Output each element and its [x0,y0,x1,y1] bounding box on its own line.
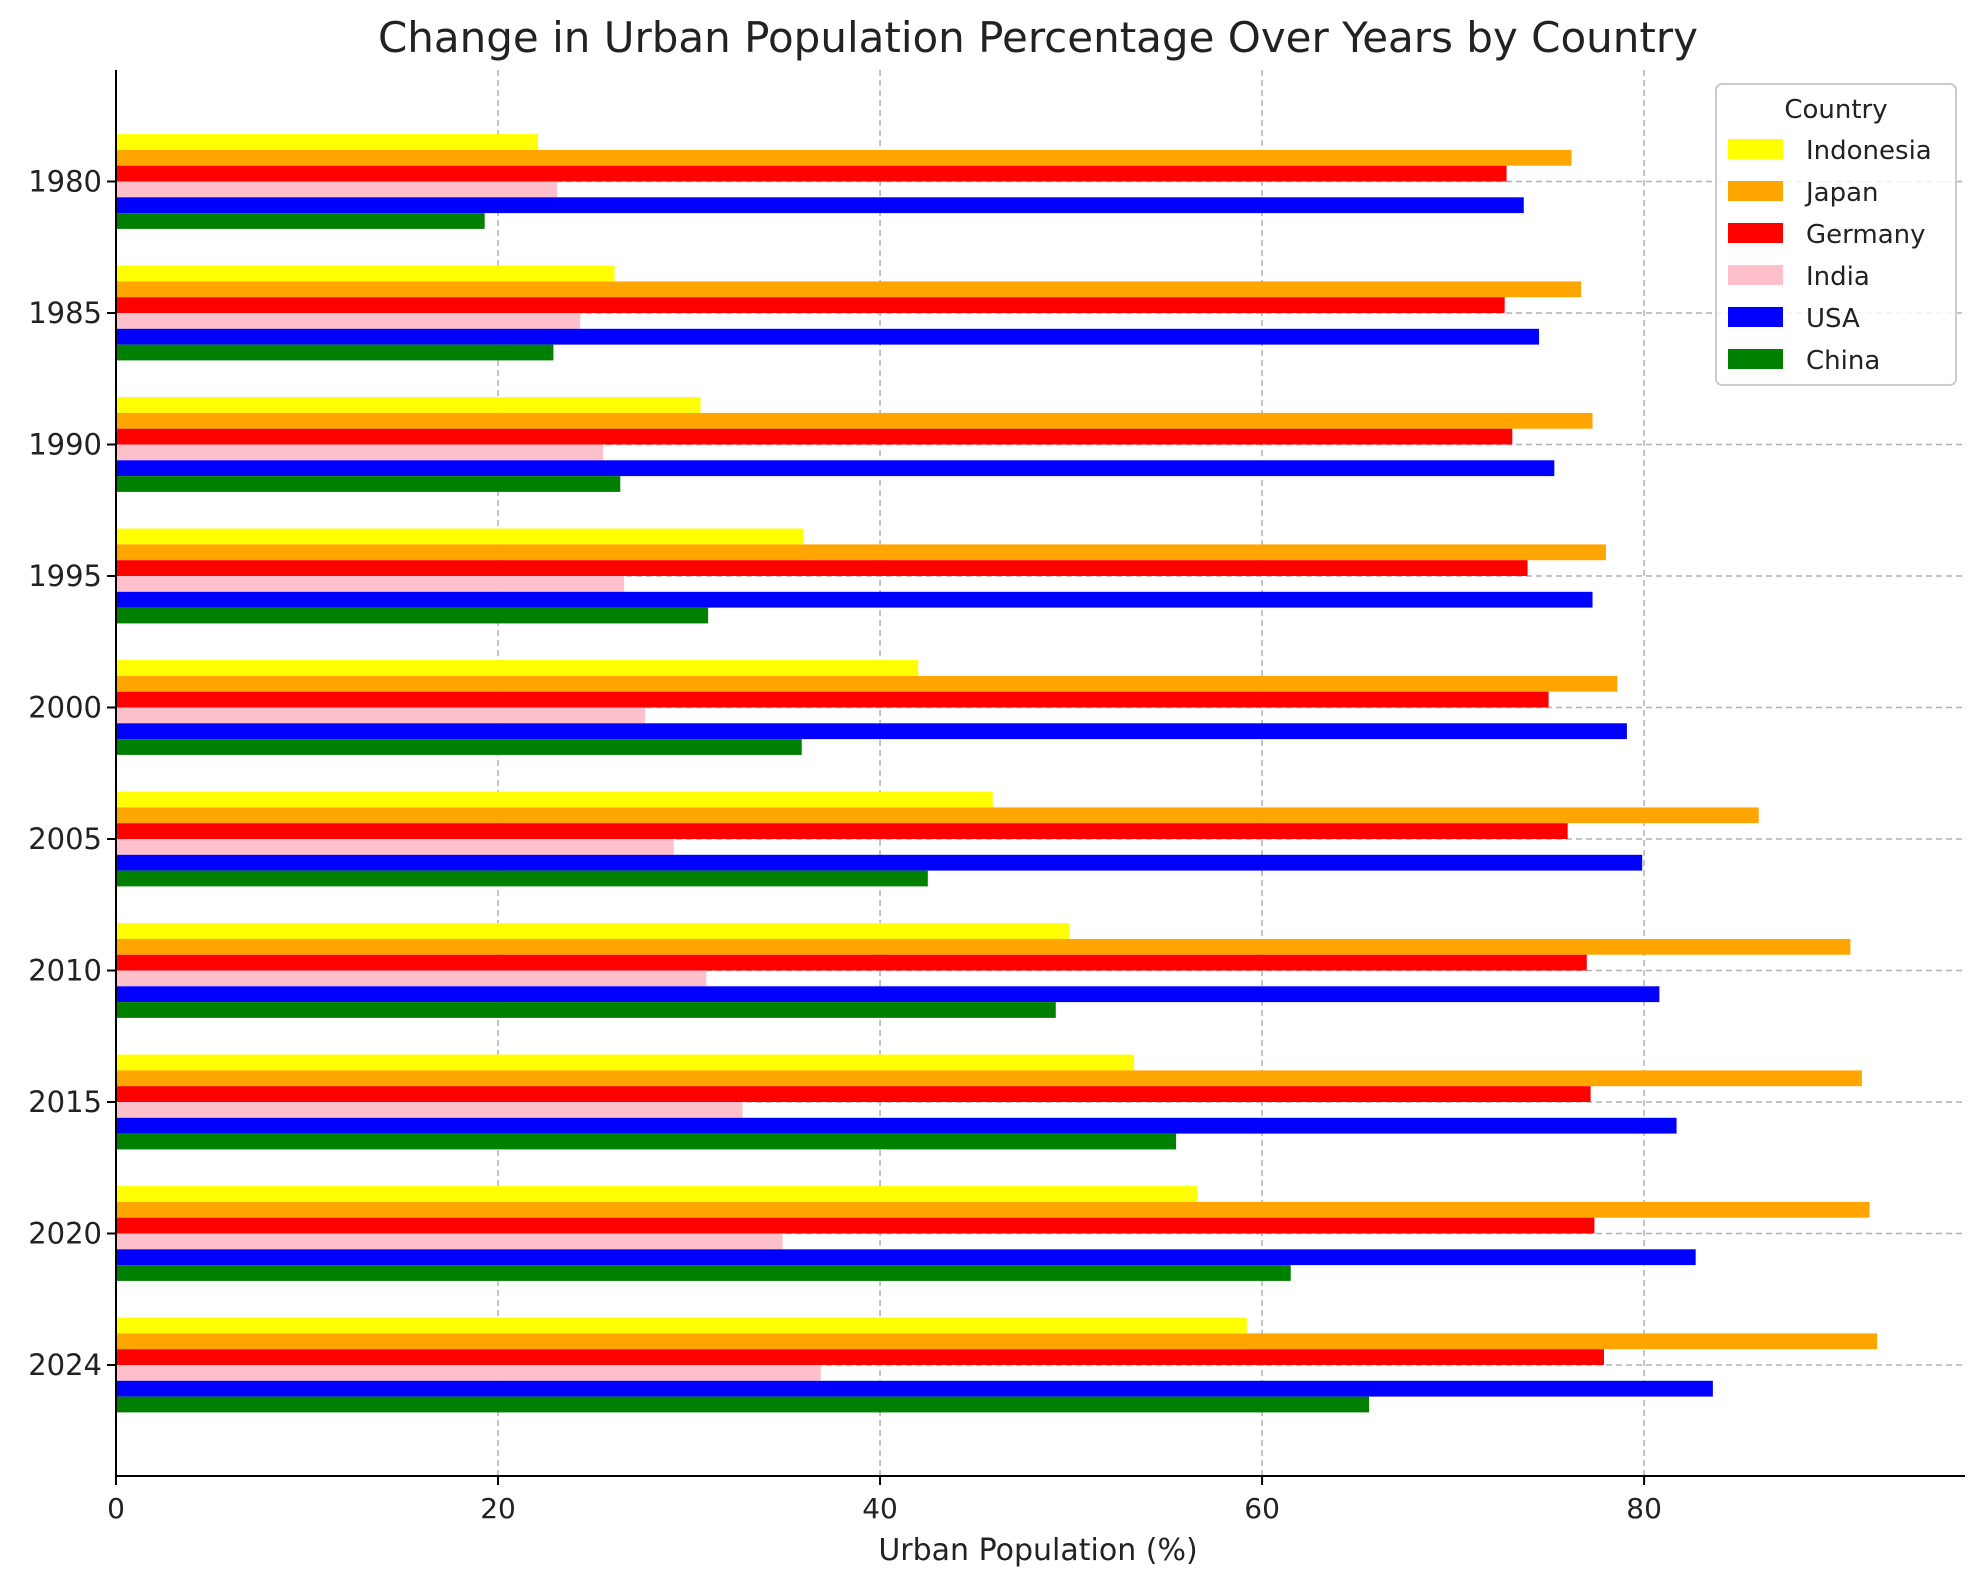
x-tick-label: 0 [107,1492,125,1525]
bar-india-1990 [116,444,604,461]
bar-indonesia-1995 [116,528,804,545]
bar-indonesia-2020 [116,1186,1198,1202]
y-tick-label: 2024 [28,1348,102,1382]
bar-india-2005 [116,839,674,855]
legend-swatch-usa [1728,307,1783,327]
bar-japan-1980 [116,149,1572,166]
bar-indonesia-2000 [116,660,919,676]
bar-indonesia-1990 [116,397,701,413]
y-tick-label: 1985 [28,296,102,330]
x-tick-label: 20 [480,1492,516,1525]
bar-usa-2024 [116,1380,1713,1397]
bar-japan-1990 [116,412,1593,429]
bar-germany-2000 [116,691,1549,708]
bar-usa-1995 [116,591,1593,608]
axes [115,70,1965,1477]
bar-usa-2000 [116,723,1627,740]
bar-india-2024 [116,1365,821,1381]
y-tick-label: 1980 [28,165,102,199]
bar-indonesia-2015 [116,1054,1135,1071]
bar-india-2020 [116,1233,783,1250]
bar-japan-2000 [116,675,1618,692]
bar-japan-1985 [116,281,1582,298]
bar-germany-2010 [116,954,1587,971]
y-tick-label: 2015 [28,1085,102,1119]
y-tick-label: 2005 [28,822,102,856]
bar-japan-2005 [116,807,1759,824]
bar-china-2020 [116,1265,1291,1281]
bar-india-1980 [116,181,558,198]
legend-label-germany: Germany [1806,220,1926,250]
x-tick-label: 60 [1244,1492,1280,1525]
bar-indonesia-2005 [116,791,993,808]
bar-japan-2015 [116,1070,1862,1087]
x-tick-label: 80 [1626,1492,1662,1525]
bar-japan-1995 [116,544,1606,561]
legend-label-india: India [1806,262,1870,292]
y-tick-label: 1995 [28,559,102,593]
bar-germany-2005 [116,823,1568,839]
bar-usa-1990 [116,460,1555,477]
bar-china-1985 [116,344,554,361]
bar-usa-2020 [116,1249,1696,1266]
legend-label-china: China [1806,346,1880,376]
bar-germany-1990 [116,428,1513,445]
bar-germany-2020 [116,1217,1595,1234]
bar-japan-2010 [116,938,1851,955]
bar-germany-2015 [116,1086,1591,1102]
bar-india-2010 [116,970,707,987]
bar-indonesia-2010 [116,923,1070,939]
legend-label-indonesia: Indonesia [1806,136,1932,166]
bars [116,134,1878,1413]
legend-label-usa: USA [1806,304,1860,334]
bar-india-1995 [116,576,625,592]
chart-title: Change in Urban Population Percentage Ov… [378,13,1698,62]
bar-india-2015 [116,1102,743,1118]
bar-usa-2015 [116,1117,1677,1134]
bar-china-2005 [116,870,928,887]
bar-germany-1980 [116,165,1507,182]
bar-indonesia-1980 [116,134,539,150]
bar-indonesia-1985 [116,265,615,282]
bar-china-2010 [116,1002,1056,1018]
bar-usa-1985 [116,328,1540,345]
legend: Country Indonesia Japan Germany India USA Chi… [1715,83,1957,386]
legend-swatch-china [1728,349,1783,369]
y-tick-label: 2010 [28,954,102,988]
y-tick-label: 2000 [28,691,102,725]
bar-germany-1985 [116,297,1505,313]
bar-china-1990 [116,476,621,492]
legend-swatch-germany [1728,223,1783,243]
bar-india-2000 [116,707,646,724]
bar-china-1980 [116,213,485,229]
bar-germany-2024 [116,1349,1604,1365]
x-axis-label: Urban Population (%) [878,1533,1197,1568]
legend-label-japan: Japan [1804,178,1879,208]
bar-india-1985 [116,313,581,329]
legend-swatch-india [1728,265,1783,285]
legend-swatch-indonesia [1728,139,1783,159]
y-axis-ticks: 1980 1985 1990 1995 2000 2005 2010 2015 2020 2024 [28,165,116,1382]
legend-title: Country [1784,95,1887,125]
bar-japan-2020 [116,1201,1870,1218]
bar-china-1995 [116,607,709,624]
bar-usa-1980 [116,197,1524,214]
bar-indonesia-2024 [116,1317,1247,1334]
bar-usa-2005 [116,854,1643,871]
y-tick-label: 2020 [28,1217,102,1251]
legend-swatch-japan [1728,181,1783,201]
bar-china-2024 [116,1396,1370,1413]
x-tick-label: 40 [862,1492,898,1525]
bar-japan-2024 [116,1333,1878,1350]
y-tick-label: 1990 [28,428,102,462]
bar-germany-1995 [116,560,1528,576]
bar-china-2000 [116,739,802,755]
x-axis-ticks: 0 20 40 60 80 [107,1476,1662,1525]
bar-usa-2010 [116,986,1660,1003]
bar-china-2015 [116,1133,1177,1150]
